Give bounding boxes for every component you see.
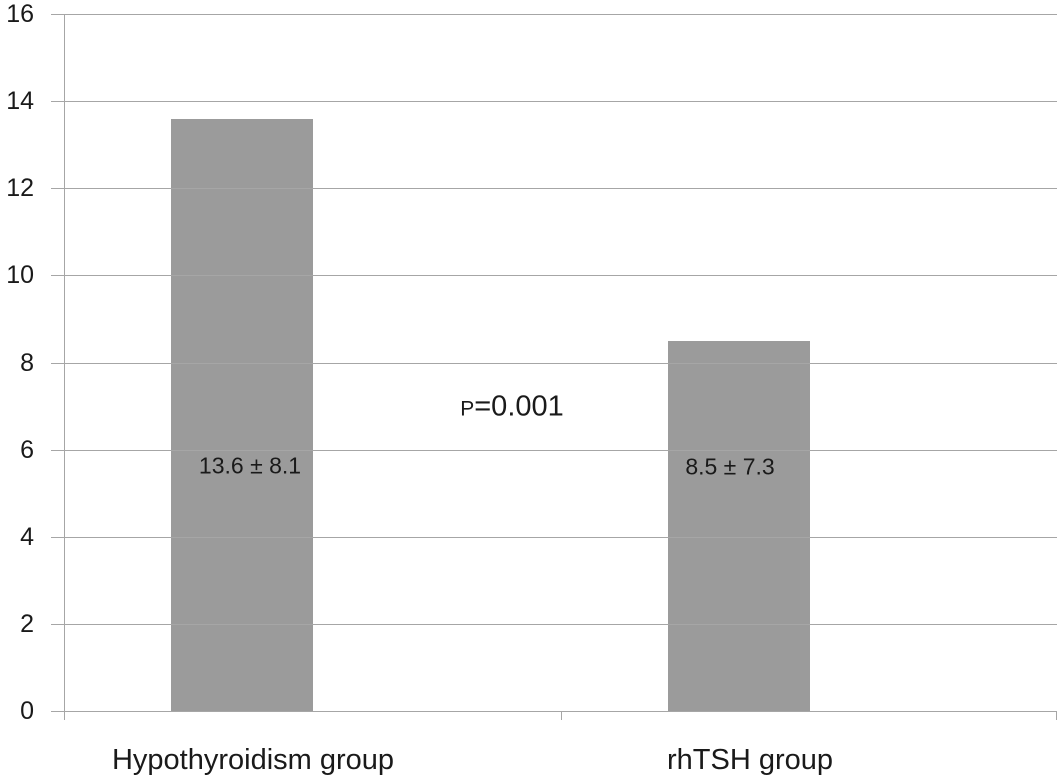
x-tick-2 — [1056, 711, 1057, 720]
gridline-y-6 — [64, 449, 1057, 451]
p-value-text: =0.001 — [474, 390, 564, 423]
y-axis-label-0: 0 — [20, 697, 34, 725]
y-tick-2 — [51, 623, 64, 625]
y-tick-14 — [51, 101, 64, 103]
p-value-annotation: P=0.001 — [460, 391, 564, 424]
gridline-y-12 — [64, 188, 1057, 190]
y-axis-label-14: 14 — [6, 87, 34, 116]
category-label-rhtsh-group: rhTSH group — [666, 744, 834, 776]
gridline-y-8 — [64, 362, 1057, 364]
y-tick-12 — [51, 188, 64, 190]
plot-area: 13.6 ± 8.1 8.5 ± 7.3 P=0.001 — [51, 14, 1057, 720]
category-label-hypothyroidism-group: Hypothyroidism group — [111, 744, 395, 776]
bar-rhtsh-group — [668, 340, 810, 711]
x-tick-1 — [560, 711, 562, 720]
y-tick-16 — [51, 14, 64, 15]
y-axis-label-2: 2 — [20, 609, 34, 638]
y-tick-0 — [51, 711, 64, 712]
y-axis-label-4: 4 — [20, 522, 34, 551]
gridline-y-14 — [64, 101, 1057, 103]
gridline-y-10 — [64, 275, 1057, 277]
y-tick-8 — [51, 362, 64, 364]
y-axis-label-16: 16 — [6, 0, 34, 28]
x-tick-0 — [64, 711, 65, 720]
y-tick-4 — [51, 536, 64, 538]
y-tick-6 — [51, 449, 64, 451]
y-axis-label-6: 6 — [20, 435, 34, 464]
x-axis-labels: Hypothyroidism group rhTSH group — [0, 730, 1063, 781]
bar-value-label-hypothyroidism: 13.6 ± 8.1 — [198, 452, 302, 479]
gridline-y-16 — [64, 14, 1057, 15]
y-tick-10 — [51, 275, 64, 277]
bar-hypothyroidism-group — [171, 118, 313, 711]
gridline-y-2 — [64, 623, 1057, 625]
x-axis-line — [51, 711, 1057, 712]
gridline-y-4 — [64, 536, 1057, 538]
y-axis-labels: 0 2 4 6 8 10 12 14 16 — [0, 0, 34, 725]
y-axis-label-10: 10 — [6, 261, 34, 290]
y-axis-label-8: 8 — [20, 348, 34, 377]
y-axis-label-12: 12 — [6, 174, 34, 203]
bar-value-label-rhtsh: 8.5 ± 7.3 — [685, 453, 775, 480]
p-symbol: P — [460, 397, 475, 421]
